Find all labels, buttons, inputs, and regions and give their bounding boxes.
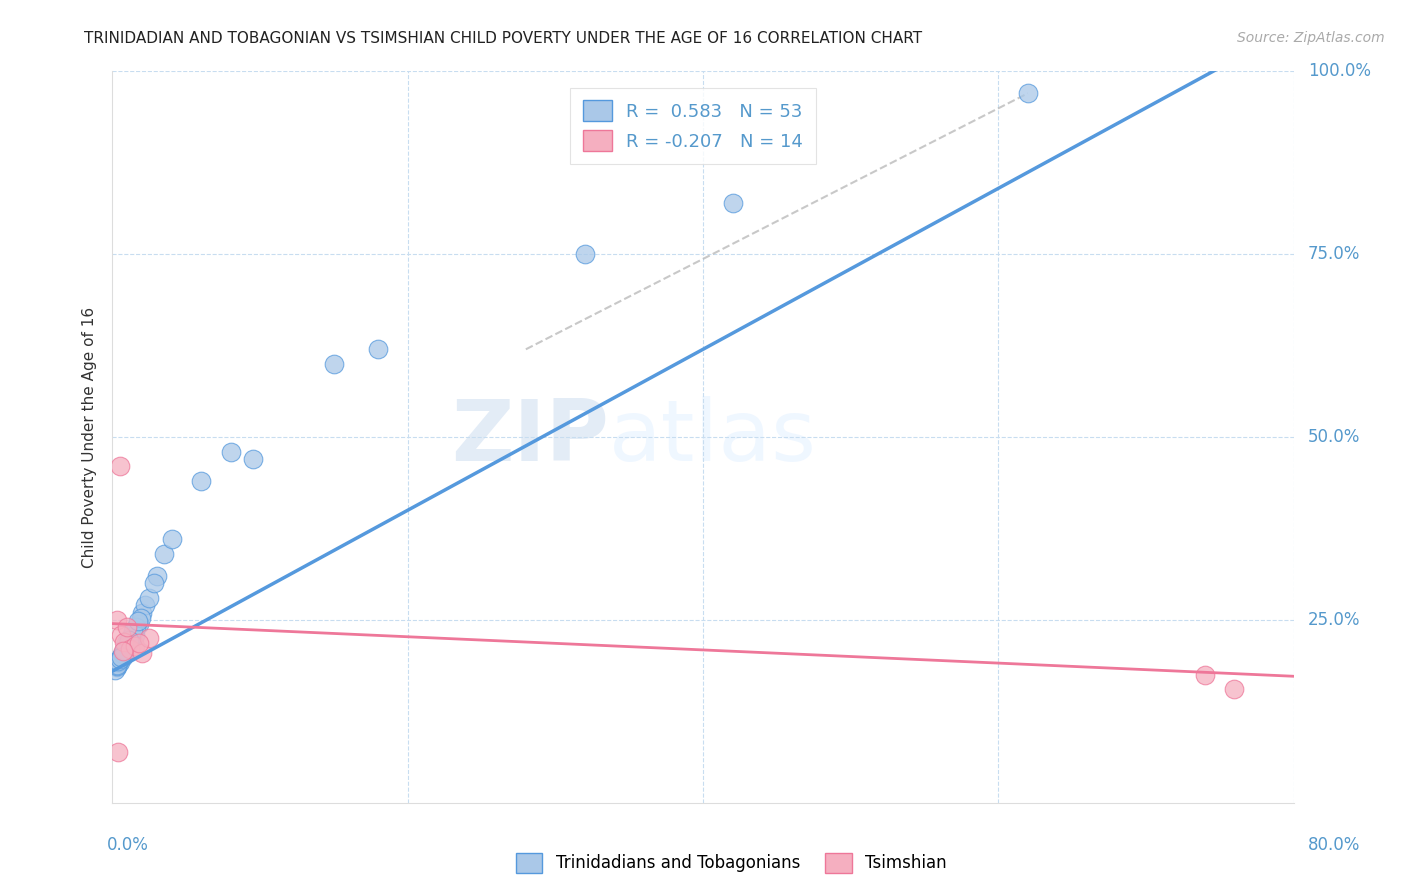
Point (138, 591, 160, 605)
Point (107, 656, 129, 670)
Point (108, 459, 131, 474)
Point (112, 643, 135, 657)
Point (112, 635, 135, 649)
Point (107, 657, 129, 671)
Text: 50.0%: 50.0% (1308, 428, 1360, 446)
Point (1017, 87, 1039, 101)
Text: TRINIDADIAN AND TOBAGONIAN VS TSIMSHIAN CHILD POVERTY UNDER THE AGE OF 16 CORREL: TRINIDADIAN AND TOBAGONIAN VS TSIMSHIAN … (84, 31, 922, 46)
Point (118, 635, 141, 649)
Legend: R =  0.583   N = 53, R = -0.207   N = 14: R = 0.583 N = 53, R = -0.207 N = 14 (571, 87, 815, 164)
Point (111, 649, 134, 664)
Point (104, 663, 127, 677)
Point (146, 569, 169, 583)
Point (131, 606, 153, 620)
Point (105, 659, 128, 673)
Point (1194, 667, 1216, 681)
Point (112, 646, 135, 660)
Point (219, 444, 242, 458)
Point (107, 654, 129, 668)
Point (160, 533, 183, 547)
Point (120, 632, 142, 647)
Point (121, 629, 143, 643)
Point (105, 658, 128, 673)
Point (134, 599, 156, 613)
Legend: Trinidadians and Tobagonians, Tsimshian: Trinidadians and Tobagonians, Tsimshian (509, 847, 953, 880)
Point (118, 633, 141, 648)
Point (108, 655, 131, 669)
Point (122, 624, 145, 638)
Point (142, 576, 165, 591)
Text: ZIP: ZIP (451, 395, 609, 479)
Point (107, 745, 129, 759)
Point (112, 643, 135, 657)
Point (110, 627, 132, 641)
Point (105, 613, 128, 627)
Text: 100.0%: 100.0% (1308, 62, 1371, 80)
Text: 25.0%: 25.0% (1308, 611, 1360, 629)
Point (124, 627, 146, 641)
Point (110, 649, 132, 664)
Point (125, 620, 148, 634)
Point (108, 651, 131, 665)
Point (111, 643, 134, 657)
Point (153, 547, 176, 561)
Point (128, 636, 150, 650)
Point (129, 611, 152, 625)
Point (114, 642, 136, 657)
Point (721, 196, 744, 211)
Y-axis label: Child Poverty Under the Age of 16: Child Poverty Under the Age of 16 (82, 307, 97, 567)
Point (112, 644, 135, 658)
Point (128, 616, 150, 631)
Text: 0.0%: 0.0% (107, 836, 149, 854)
Point (124, 639, 146, 653)
Text: atlas: atlas (609, 395, 817, 479)
Point (242, 452, 264, 467)
Point (111, 648, 134, 662)
Point (110, 651, 132, 665)
Point (120, 632, 142, 646)
Point (131, 646, 153, 660)
Point (114, 636, 136, 650)
Text: 80.0%: 80.0% (1308, 836, 1360, 854)
Point (117, 620, 138, 634)
Point (1223, 682, 1246, 697)
Point (108, 653, 131, 667)
Point (110, 648, 132, 663)
Text: Source: ZipAtlas.com: Source: ZipAtlas.com (1237, 31, 1385, 45)
Point (110, 649, 132, 664)
Point (117, 639, 138, 653)
Point (138, 632, 160, 646)
Point (108, 652, 131, 666)
Point (574, 247, 596, 261)
Point (127, 615, 149, 629)
Point (117, 638, 138, 652)
Point (323, 357, 346, 371)
Point (367, 343, 389, 357)
Point (190, 474, 212, 488)
Point (105, 660, 128, 674)
Point (114, 640, 136, 655)
Point (111, 647, 134, 661)
Text: 75.0%: 75.0% (1308, 245, 1360, 263)
Point (120, 642, 142, 657)
